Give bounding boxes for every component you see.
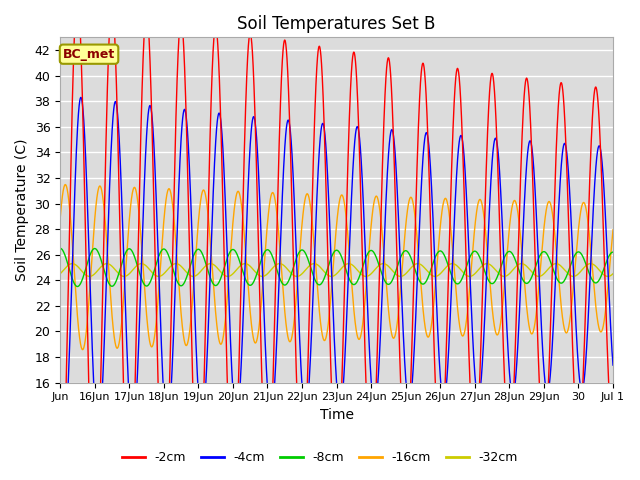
Y-axis label: Soil Temperature (C): Soil Temperature (C) xyxy=(15,139,29,281)
-32cm xyxy=(425,270,433,276)
-8cm xyxy=(414,275,422,280)
-4cm xyxy=(77,95,84,100)
-4cm xyxy=(465,250,473,256)
-16cm xyxy=(61,182,69,188)
-8cm xyxy=(56,245,64,251)
-4cm xyxy=(481,306,489,312)
Text: BC_met: BC_met xyxy=(63,48,115,60)
-16cm xyxy=(425,333,433,339)
-2cm xyxy=(481,206,489,212)
-4cm xyxy=(56,404,64,410)
-4cm xyxy=(152,181,159,187)
-16cm xyxy=(79,347,86,352)
-16cm xyxy=(414,246,422,252)
Legend: -2cm, -4cm, -8cm, -16cm, -32cm: -2cm, -4cm, -8cm, -16cm, -32cm xyxy=(117,446,523,469)
X-axis label: Time: Time xyxy=(319,408,353,422)
-16cm xyxy=(152,324,159,330)
-4cm xyxy=(414,259,422,264)
-32cm xyxy=(490,264,497,270)
-32cm xyxy=(465,274,473,279)
-2cm xyxy=(465,348,473,354)
-32cm xyxy=(481,261,489,267)
-32cm xyxy=(414,261,422,266)
-8cm xyxy=(74,284,81,289)
Line: -8cm: -8cm xyxy=(60,248,613,287)
-4cm xyxy=(60,437,67,443)
-32cm xyxy=(604,274,612,279)
-4cm xyxy=(425,146,433,152)
Line: -32cm: -32cm xyxy=(60,264,613,276)
Line: -16cm: -16cm xyxy=(60,185,613,349)
Title: Soil Temperatures Set B: Soil Temperatures Set B xyxy=(237,15,436,33)
-8cm xyxy=(152,264,159,269)
-8cm xyxy=(609,249,617,255)
-8cm xyxy=(425,272,433,278)
-16cm xyxy=(490,316,497,322)
-8cm xyxy=(490,280,497,286)
-32cm xyxy=(152,273,159,278)
-2cm xyxy=(490,74,497,80)
Line: -4cm: -4cm xyxy=(60,97,613,440)
-32cm xyxy=(56,271,64,276)
Line: -2cm: -2cm xyxy=(60,0,613,480)
-2cm xyxy=(152,272,159,278)
-4cm xyxy=(609,362,617,368)
-16cm xyxy=(609,227,617,233)
-32cm xyxy=(609,271,617,276)
-8cm xyxy=(481,269,489,275)
-4cm xyxy=(490,145,497,151)
-16cm xyxy=(56,216,64,221)
-2cm xyxy=(425,167,433,173)
-8cm xyxy=(465,257,473,263)
-2cm xyxy=(609,430,617,436)
-16cm xyxy=(481,224,489,230)
-32cm xyxy=(68,261,76,266)
-2cm xyxy=(414,139,422,144)
-16cm xyxy=(465,293,473,299)
